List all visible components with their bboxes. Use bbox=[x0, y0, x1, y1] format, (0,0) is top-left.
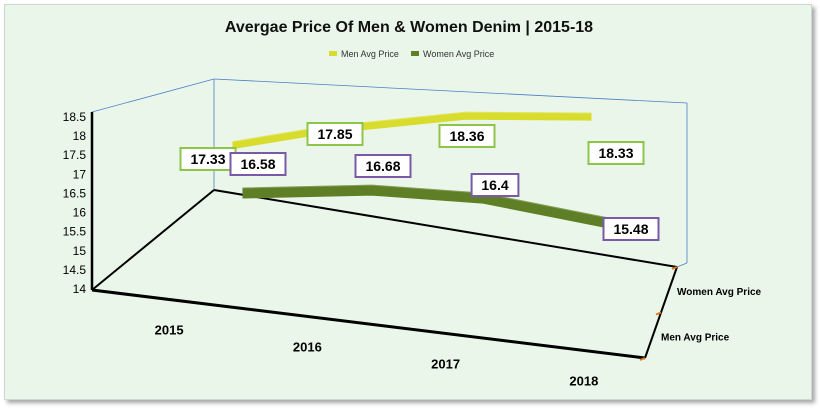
data-label-value: 17.85 bbox=[317, 126, 352, 142]
y-tick-label: 15.5 bbox=[63, 225, 87, 239]
legend: Men Avg Price Women Avg Price bbox=[329, 49, 494, 59]
x-axis: 2015 2016 2017 2018 bbox=[155, 323, 599, 389]
back-wall-top-left-edge bbox=[91, 78, 215, 113]
data-label-value: 15.48 bbox=[613, 221, 648, 237]
y-tick-label: 16.5 bbox=[63, 186, 87, 200]
y-tick-label: 14.5 bbox=[63, 263, 87, 277]
series-axis: Women Avg Price Men Avg Price bbox=[639, 266, 762, 361]
data-label-men-avg-price-2018: 18.33 bbox=[587, 141, 645, 165]
series-ribbons bbox=[232, 111, 616, 230]
series-axis-tick bbox=[671, 266, 678, 270]
data-labels: 17.33 17.85 18.36 18.33 16.58 16.68 16.4 15.48 bbox=[179, 122, 660, 241]
data-label-box bbox=[229, 152, 287, 176]
x-tick-label-2016: 2016 bbox=[293, 340, 322, 355]
back-wall-corner-edge bbox=[676, 262, 688, 268]
data-label-women-avg-price-2016: 16.68 bbox=[354, 154, 412, 178]
series-axis-tick bbox=[639, 357, 646, 361]
data-label-value: 16.4 bbox=[481, 177, 508, 193]
y-tick-label: 17.5 bbox=[63, 148, 87, 162]
data-label-women-avg-price-2018: 15.48 bbox=[602, 217, 660, 241]
series-axis-label-men-avg-price: Men Avg Price bbox=[661, 332, 730, 343]
series-ribbon-women-avg-price bbox=[242, 184, 616, 230]
data-label-box bbox=[587, 141, 645, 165]
data-label-box bbox=[306, 122, 364, 146]
data-label-men-avg-price-2016: 17.85 bbox=[306, 122, 364, 146]
series-ribbon-highlight-women-avg-price bbox=[242, 184, 616, 220]
x-tick-label-2017: 2017 bbox=[431, 357, 460, 372]
back-wall-top-edge bbox=[213, 78, 688, 104]
y-axis: 18.5 18 17.5 17 16.5 16 15.5 15 14.5 14 bbox=[63, 110, 87, 296]
y-tick-label: 17 bbox=[73, 167, 87, 181]
series-ribbon-men-avg-price bbox=[232, 111, 592, 150]
data-label-men-avg-price-2015: 17.33 bbox=[179, 147, 237, 171]
data-label-value: 16.68 bbox=[365, 158, 400, 174]
series-ribbon-highlight-men-avg-price bbox=[232, 111, 592, 143]
data-label-men-avg-price-2017: 18.36 bbox=[438, 124, 496, 148]
y-tick-label: 18.5 bbox=[63, 110, 87, 124]
data-label-box bbox=[354, 154, 412, 178]
chart-frame: Avergae Price Of Men & Women Denim | 201… bbox=[4, 4, 812, 400]
series-axis-label-women-avg-price: Women Avg Price bbox=[677, 287, 762, 298]
data-label-women-avg-price-2015: 16.58 bbox=[229, 152, 287, 176]
y-tick-label: 15 bbox=[73, 244, 87, 258]
data-label-box bbox=[470, 173, 520, 197]
floor-left-edge bbox=[91, 189, 215, 291]
data-label-box bbox=[438, 124, 496, 148]
y-tick-label: 16 bbox=[73, 206, 87, 220]
legend-label-men: Men Avg Price bbox=[341, 49, 399, 59]
floor-front-edge bbox=[91, 288, 646, 360]
data-label-value: 18.33 bbox=[598, 145, 633, 161]
data-label-value: 17.33 bbox=[190, 151, 225, 167]
data-label-box bbox=[602, 217, 660, 241]
y-tick-label: 18 bbox=[73, 129, 87, 143]
y-tick-label: 14 bbox=[73, 282, 87, 296]
data-label-value: 16.58 bbox=[240, 156, 275, 172]
x-tick-label-2015: 2015 bbox=[155, 323, 184, 338]
line-3d-chart: Avergae Price Of Men & Women Denim | 201… bbox=[63, 19, 762, 389]
data-label-women-avg-price-2017: 16.4 bbox=[470, 173, 520, 197]
data-label-value: 18.36 bbox=[449, 128, 484, 144]
legend-swatch-men bbox=[329, 51, 337, 56]
x-tick-label-2018: 2018 bbox=[569, 374, 598, 389]
floor-back-edge bbox=[213, 189, 678, 268]
series-axis-tick bbox=[655, 311, 662, 316]
legend-label-women: Women Avg Price bbox=[423, 49, 494, 59]
legend-swatch-women bbox=[411, 51, 419, 56]
chart-title: Avergae Price Of Men & Women Denim | 201… bbox=[225, 19, 593, 36]
